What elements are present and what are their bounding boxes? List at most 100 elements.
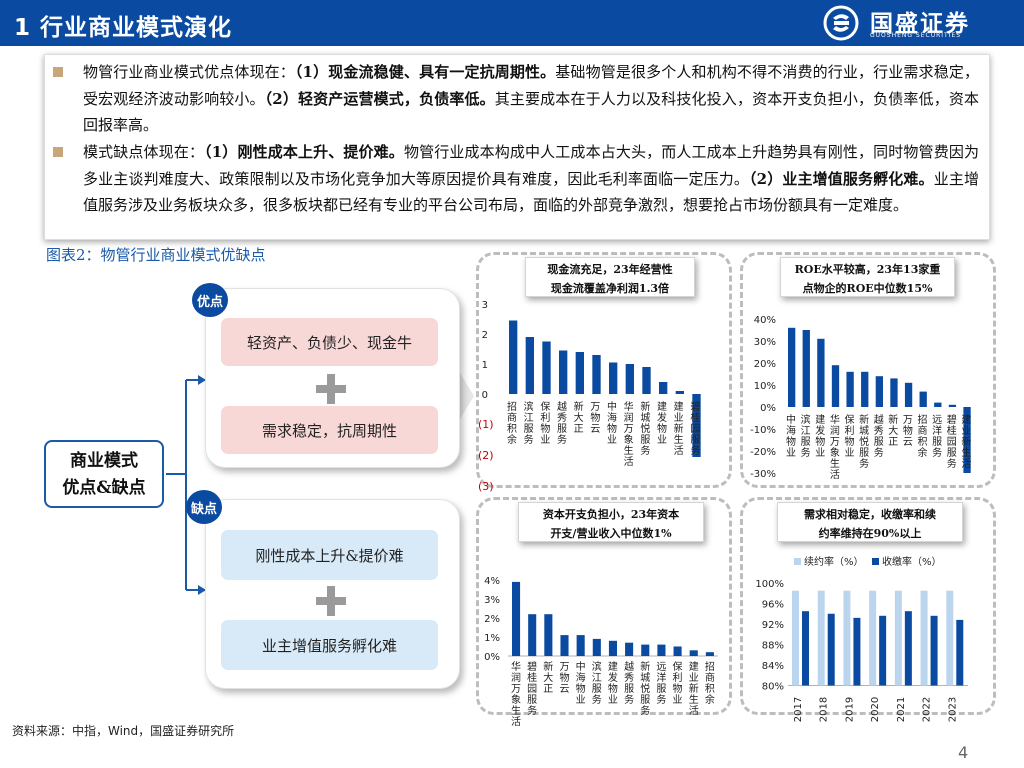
chart-2-x-label: 悦 [859,435,869,448]
chart-1-x-label: 滨 [524,400,534,413]
chart-3-x-label: 洋 [656,671,666,684]
chart-3-x-label: 务 [592,693,602,706]
chart-2-y-tick: 10% [754,381,776,392]
chart-3-x-label: 滨 [592,660,602,673]
chart-1-x-label: 桂 [690,411,700,424]
chart-1-x-label: 越 [557,400,567,413]
paragraph-cons: 模式缺点体现在：（1）刚性成本上升、提价难。物管行业成本构成中人工成本占大头，而… [53,139,979,219]
chart-1-bar [559,350,568,394]
chart-2-x-label: 万 [830,437,840,448]
chart-1-bar [592,355,601,394]
chart-3-x-label: 越 [624,660,634,673]
chart-4-y-tick: 80% [762,682,784,693]
chart-4-legend-label: 收缴率（%） [882,555,942,568]
chart-2-x-label: 生 [961,446,971,459]
chart-3-x-label: 招 [705,660,715,673]
chart-2-bar [919,391,927,407]
chart-1-x-label: 建 [674,400,684,413]
chart-3-x-label: 秀 [624,672,634,684]
chart-3-bar [512,581,521,656]
chart-4-legend-swatch [872,558,879,565]
chart-2-x-label: 新 [961,435,971,448]
chart-1-x-label: 物 [590,411,600,424]
cons-tag: 缺点 [186,490,222,524]
con-item-1: 刚性成本上升&提价难 [221,530,438,580]
chart-2-y-tick: 0% [760,403,776,414]
chart-3-x-label: 服 [640,694,650,706]
chart-1-bar [609,362,618,394]
chart-3-x-label: 活 [689,705,699,717]
plus-icon [316,374,346,404]
chart-1-x-label: 发 [657,411,667,424]
chart-4-y-tick: 100% [755,579,784,590]
chart-2-y-tick: 30% [754,337,776,348]
chart-3-bar [625,642,634,656]
chart-4-x-label: 2021 [896,697,907,722]
chart-1-x-label: 服 [640,434,650,446]
chart-2-x-label: 服 [874,436,884,448]
source-note: 资料来源：中指，Wind，国盛证券研究所 [12,724,235,738]
chart-3-bar [592,638,601,656]
chart-4-y-tick: 92% [762,620,784,631]
chart-3-x-label: 生 [689,693,699,706]
chart-4-x-label: 2020 [870,697,881,722]
chart-2-x-label: 万 [903,415,913,426]
chart-1-x-label: 业 [607,434,617,446]
chart-1-x-label: 建 [657,400,667,413]
logo-subtitle: GUOSHENG SECURITIES [870,32,962,39]
chart-2-x-label: 秀 [874,425,884,437]
chart-2-x-label: 云 [903,437,913,448]
chart-4-bar [894,590,902,686]
chart-1-x-label: 招 [507,400,517,413]
chart-1-x-label: 物 [657,422,667,435]
chart-3-x-label: 新 [543,660,553,673]
chart-3-x-label: 业 [608,694,618,706]
chart-1-x-label: 云 [590,424,600,435]
chart-4-bar [827,613,835,686]
chart-3-y-tick: 0% [484,652,500,663]
chart-3-x-label: 务 [640,704,650,717]
chart-2-x-label: 新 [859,413,869,426]
chart-3-x-label: 物 [608,682,618,695]
chart-3-x-label: 物 [559,671,569,684]
chart-3-x-label: 碧 [527,661,537,673]
chart-2-bar [831,365,840,407]
chart-2-x-label: 建 [815,413,825,426]
chart-1-x-label: 务 [690,444,700,457]
chart-2-x-label: 余 [918,446,928,459]
chart-3-x-label: 业 [673,694,683,706]
chart-2-x-label: 物 [786,435,796,448]
chart-2-x-label: 远 [932,414,942,426]
chart-1-y-tick: 1 [482,360,488,371]
chart-1-x-label: 活 [674,445,684,457]
figure-title: 图表2：物管行业商业模式优缺点 [46,246,266,264]
chart-2-x-label: 服 [947,447,957,459]
chart-2-x-label: 滨 [801,413,811,426]
chart-3-x-label: 服 [527,694,537,706]
chart-2-bar [963,407,971,473]
chart-2-y-tick: 40% [754,315,776,326]
chart-4-x-label: 2018 [819,697,830,722]
chart-2-x-label: 海 [786,424,796,437]
chart-1-bar [625,364,634,394]
chart-1-x-label: 华 [624,400,634,413]
square-bullet-icon [53,67,63,77]
chart-2-x-label: 活 [830,469,840,481]
chart-1-neg-tick: (1) [478,418,494,431]
chart-3-x-label: 物 [576,682,586,695]
chart-4-bar [843,590,851,686]
chart-3-title: 资本开支负担小，23年资本 开支/营业收入中位数1% [518,502,704,542]
chart-3-y-tick: 3% [484,595,500,606]
chart-4-x-label: 2022 [922,697,933,722]
chart-3-y-tick: 4% [484,576,500,587]
chart-4-legend-label: 续约率（%） [804,555,864,568]
chart-2-svg: 40%30%20%10%0%-10%-20%-30%中海物业滨江服务建发物业华润… [750,315,971,481]
chart-3-x-label: 服 [592,683,602,695]
chart-3-svg: 4%3%2%1%0%华润万象生活碧桂园服务新大正万物云中海物业滨江服务建发物业越… [484,576,718,726]
chart-2-x-label: 发 [815,424,825,437]
chart-2-x-label: 城 [859,425,869,437]
chart-4-bar [904,611,912,686]
chart-1-x-label: 中 [607,400,617,413]
plus-icon [316,586,346,616]
chart-1-x-label: 服 [557,423,567,435]
